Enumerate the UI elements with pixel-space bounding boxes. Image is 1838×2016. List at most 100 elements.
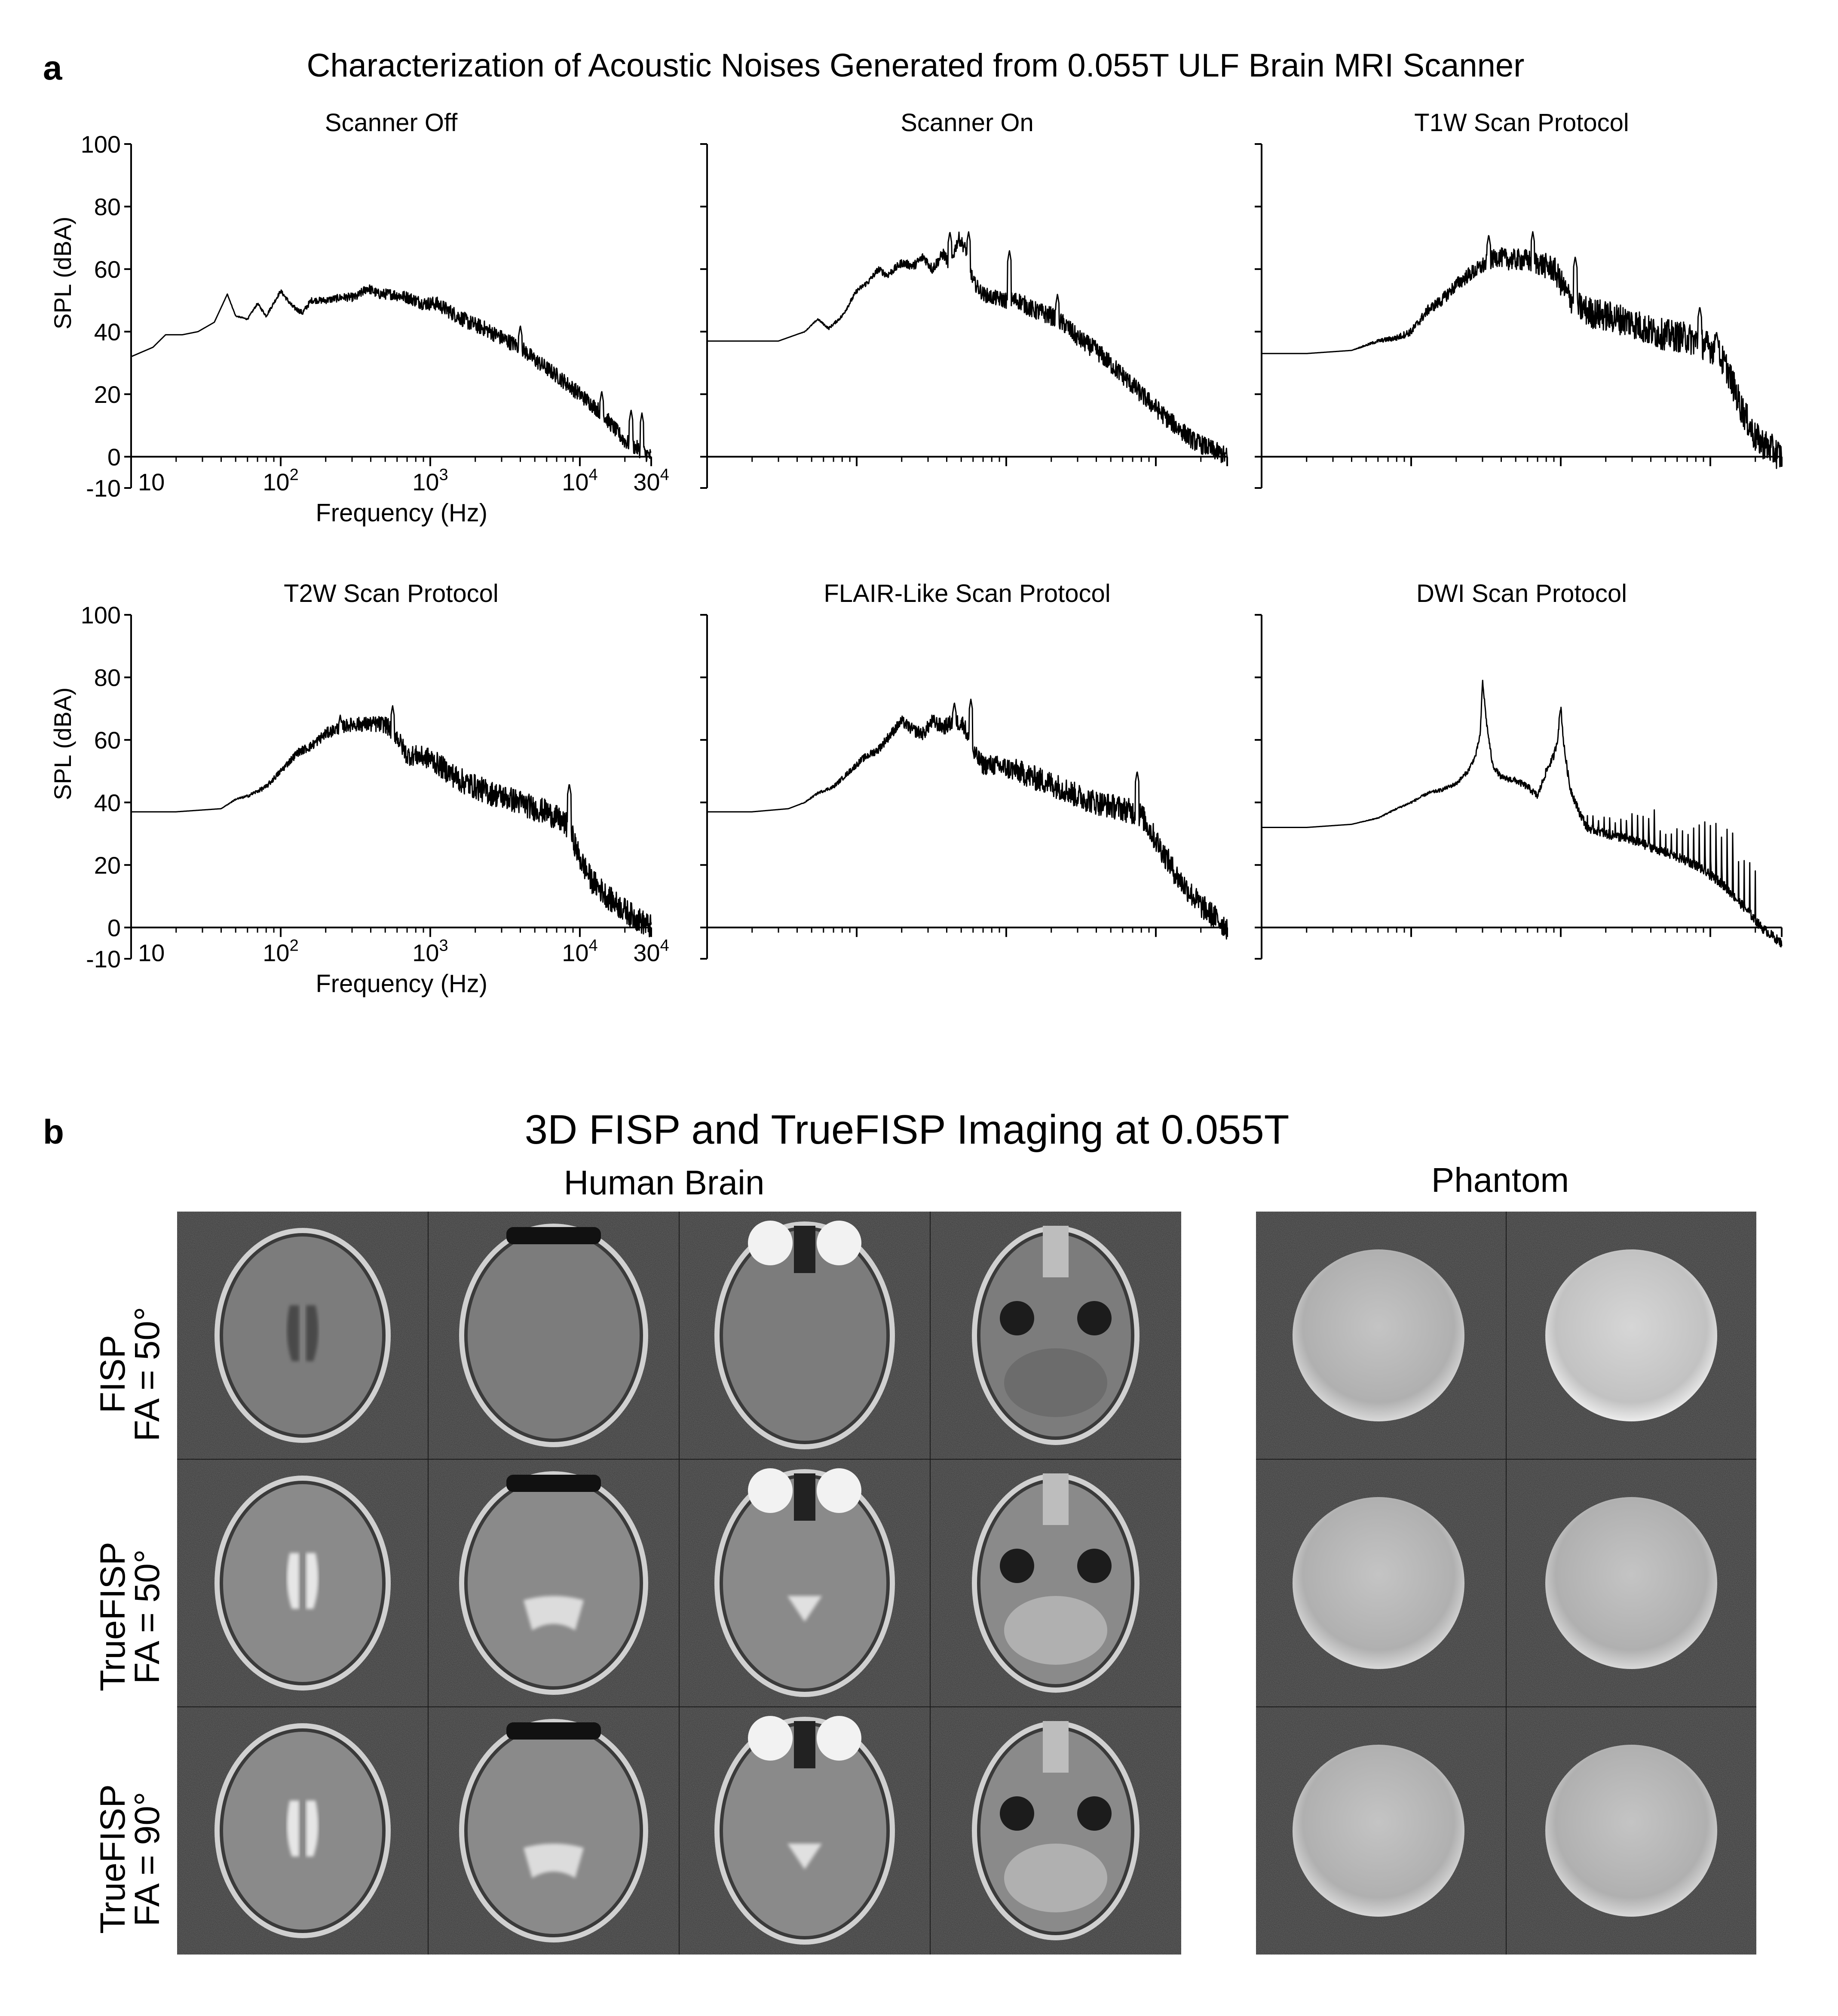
- cerebellum: [1004, 1348, 1107, 1417]
- brain-slice: [972, 1721, 1140, 1940]
- cerebellum: [1004, 1596, 1107, 1665]
- y-tick-label: -10: [86, 475, 121, 502]
- y-tick-label: 40: [94, 318, 121, 345]
- brain-slice: [214, 1476, 391, 1691]
- x-tick-label: 304: [633, 936, 669, 966]
- eye: [817, 1468, 861, 1513]
- mastoid: [1000, 1796, 1034, 1831]
- phantom-disc: [1545, 1497, 1717, 1669]
- mastoid: [1000, 1549, 1034, 1583]
- human-brain-label: Human Brain: [564, 1163, 765, 1202]
- eye: [748, 1221, 793, 1265]
- x-tick-label: 304: [633, 466, 669, 495]
- y-tick-label: 20: [94, 852, 121, 879]
- panel-a-title: Characterization of Acoustic Noises Gene…: [306, 47, 1524, 84]
- chart-1: Scanner Off -10 0 20 40 60 80 100 10 102 103 104 304…: [49, 109, 669, 527]
- mri-image-grids: [177, 1212, 1756, 1955]
- eye: [748, 1716, 793, 1761]
- brain-tissue: [468, 1480, 640, 1686]
- y-tick-label: 100: [81, 131, 121, 158]
- mastoid: [1077, 1549, 1112, 1583]
- y-tick-label: 100: [81, 601, 121, 629]
- chart-title: FLAIR-Like Scan Protocol: [824, 580, 1110, 608]
- nose: [1043, 1721, 1069, 1773]
- brain-slice: [459, 1719, 648, 1942]
- chart-3: T1W Scan Protocol: [1255, 109, 1783, 489]
- y-tick-label: 0: [107, 443, 121, 470]
- brain-slice: [714, 1716, 895, 1945]
- row-label-2-line1: TrueFISP: [93, 1542, 132, 1691]
- row-label-1-line1: FISP: [93, 1335, 132, 1413]
- brain-slice: [714, 1221, 895, 1449]
- brain-slice: [972, 1473, 1140, 1693]
- y-tick-label: 0: [107, 914, 121, 941]
- nose: [1043, 1226, 1069, 1277]
- mastoid: [1077, 1796, 1112, 1831]
- ventricle: [287, 1305, 299, 1361]
- chart-6: DWI Scan Protocol: [1255, 580, 1783, 960]
- row-labels: FISP FA = 50° TrueFISP FA = 50° TrueFISP…: [93, 1307, 167, 1934]
- x-tick-label: 10: [138, 468, 165, 495]
- y-tick-label: 60: [94, 727, 121, 754]
- spl-series-line: [707, 698, 1228, 940]
- cerebellum: [1004, 1844, 1107, 1912]
- brain-tissue: [468, 1232, 640, 1439]
- y-tick-label: 60: [94, 256, 121, 283]
- brain-tissue: [723, 1478, 886, 1688]
- nose: [1043, 1473, 1069, 1525]
- chart-title: T1W Scan Protocol: [1414, 109, 1629, 137]
- y-tick-label: 80: [94, 193, 121, 220]
- y-axis-label: SPL (dBA): [49, 687, 76, 800]
- x-tick-label: 10: [138, 939, 165, 966]
- mastoid: [1077, 1301, 1112, 1335]
- phantom-disc: [1293, 1249, 1464, 1421]
- y-tick-label: 40: [94, 789, 121, 816]
- phantom-disc: [1545, 1249, 1717, 1421]
- frontal-sinus: [506, 1722, 601, 1740]
- brain-slice: [459, 1471, 648, 1695]
- chart-title: DWI Scan Protocol: [1416, 580, 1627, 608]
- x-tick-label: 102: [263, 936, 298, 966]
- brain-slice: [714, 1468, 895, 1697]
- row-label-3-line2: FA = 90°: [128, 1792, 167, 1926]
- frontal-sinus: [506, 1475, 601, 1492]
- ventricle: [524, 1596, 584, 1630]
- x-tick-label: 103: [412, 466, 448, 495]
- spl-series-line: [1261, 231, 1783, 469]
- brain-tissue: [468, 1728, 640, 1934]
- chart-5: FLAIR-Like Scan Protocol: [700, 580, 1228, 960]
- eye: [748, 1468, 793, 1513]
- eye: [817, 1716, 861, 1761]
- y-tick-label: 20: [94, 381, 121, 408]
- ventricle: [306, 1305, 319, 1361]
- brain-tissue: [723, 1230, 886, 1441]
- y-axis-label: SPL (dBA): [49, 217, 76, 329]
- row-label-1-line2: FA = 50°: [128, 1307, 167, 1441]
- chart-title: Scanner On: [901, 109, 1034, 137]
- phantom-disc: [1293, 1745, 1464, 1917]
- chart-2: Scanner On: [700, 109, 1228, 489]
- nasal-cavity: [794, 1721, 815, 1768]
- ventricle: [306, 1553, 319, 1609]
- x-tick-label: 104: [562, 936, 597, 966]
- panel-b-letter: b: [43, 1113, 64, 1151]
- panel-b-title: 3D FISP and TrueFISP Imaging at 0.055T: [525, 1107, 1290, 1153]
- spl-series-line: [707, 231, 1228, 463]
- brain-slice: [459, 1224, 648, 1447]
- phantom-disc: [1293, 1497, 1464, 1669]
- x-tick-label: 103: [412, 936, 448, 966]
- chart-title: Scanner Off: [325, 109, 458, 137]
- mastoid: [1000, 1301, 1034, 1335]
- row-label-2-line2: FA = 50°: [128, 1549, 167, 1684]
- row-label-3-line1: TrueFISP: [93, 1784, 132, 1934]
- ventricle: [787, 1596, 822, 1622]
- spl-series-line: [1261, 680, 1783, 948]
- spl-series-line: [131, 284, 652, 462]
- brain-slice: [214, 1228, 391, 1443]
- phantom-label: Phantom: [1431, 1161, 1569, 1199]
- nasal-cavity: [794, 1473, 815, 1521]
- panel-a-letter: a: [43, 49, 62, 87]
- brain-slice: [972, 1226, 1140, 1445]
- ventricle: [287, 1801, 299, 1856]
- chart-title: T2W Scan Protocol: [284, 580, 499, 608]
